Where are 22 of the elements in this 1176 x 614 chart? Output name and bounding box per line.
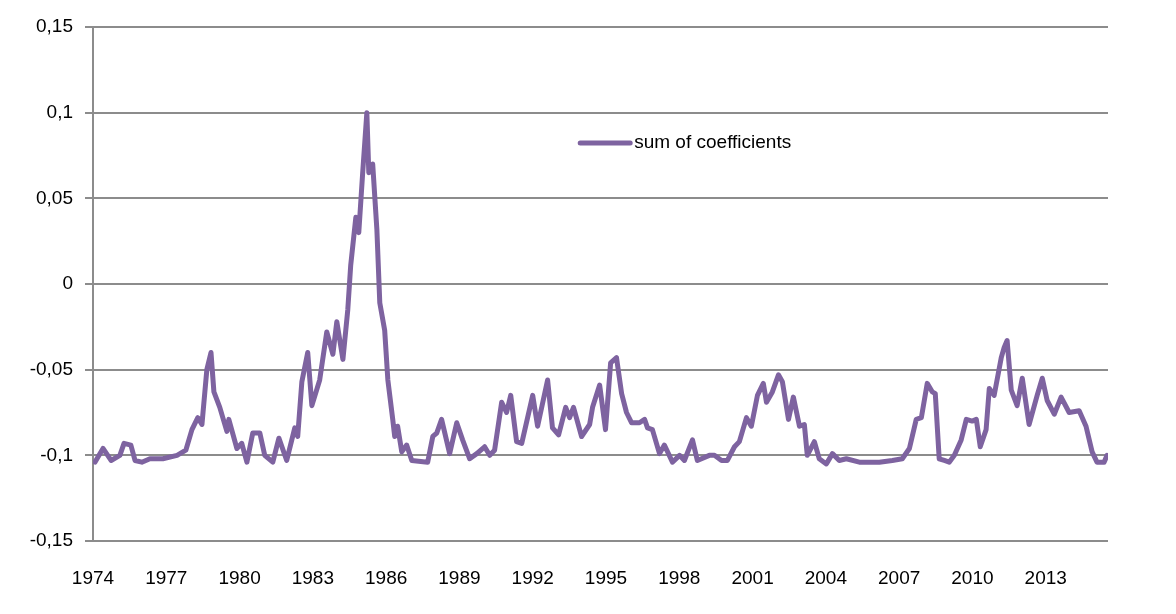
x-tick-label: 1989: [438, 566, 481, 588]
x-tick-label: 1998: [658, 566, 701, 588]
x-tick-label: 1983: [291, 566, 334, 588]
x-tick-label: 1974: [71, 566, 115, 588]
legend-label: sum of coefficients: [634, 131, 792, 153]
y-tick-label: 0: [62, 272, 73, 294]
x-tick-label: 1992: [511, 566, 554, 588]
x-tick-label: 1986: [365, 566, 408, 588]
y-tick-label: -0,1: [40, 443, 73, 465]
x-tick-label: 2010: [951, 566, 994, 588]
x-tick-label: 1977: [145, 566, 188, 588]
x-tick-label: 1995: [584, 566, 628, 588]
y-tick-label: 0,1: [46, 100, 73, 122]
x-tick-label: 2004: [804, 566, 848, 588]
x-tick-label: 1980: [218, 566, 261, 588]
y-tick-label: 0,15: [36, 15, 73, 37]
x-tick-label: 2007: [878, 566, 921, 588]
x-tick-label: 2001: [731, 566, 774, 588]
x-tick-label: 2013: [1024, 566, 1067, 588]
y-tick-label: -0,05: [29, 357, 73, 379]
y-tick-label: -0,15: [29, 529, 73, 551]
y-tick-label: 0,05: [36, 186, 73, 208]
